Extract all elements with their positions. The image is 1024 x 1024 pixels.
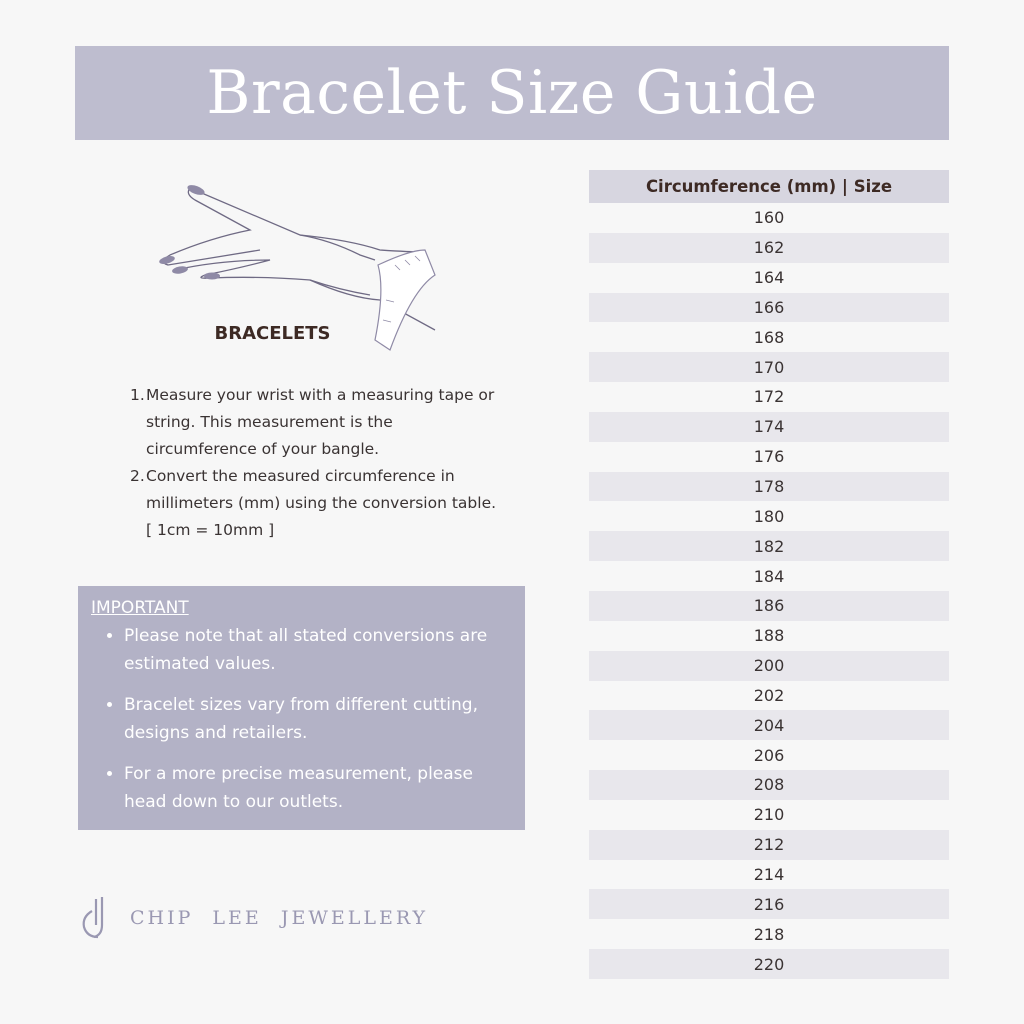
table-row: 164	[753, 268, 785, 288]
size-table: Circumference (mm) | Size 160 162 164 166 16…	[589, 170, 949, 979]
measuring-tape	[374, 249, 436, 351]
table-row: 200	[589, 650, 949, 681]
table-row: 184	[753, 566, 785, 586]
title-banner: Bracelet Size Guide	[75, 46, 949, 140]
important-notice-box: IMPORTANT Please note that all stated co…	[78, 586, 525, 830]
table-row: 174	[589, 411, 949, 442]
table-row: 188	[753, 626, 785, 646]
table-row: 204	[589, 710, 949, 741]
instruction-steps: 1. Measure your wrist with a measuring ta…	[130, 382, 500, 544]
table-row: 210	[753, 805, 785, 825]
table-row: 206	[753, 745, 785, 765]
table-row: 172	[753, 387, 785, 407]
table-row: 214	[753, 864, 785, 884]
step-number: 2.	[130, 467, 145, 485]
important-title: IMPORTANT	[91, 598, 189, 618]
hand-measuring-illustration	[159, 185, 436, 351]
table-row: 220	[589, 949, 949, 979]
table-row: 176	[753, 447, 785, 467]
notice-item: Please note that all stated conversions …	[124, 622, 513, 678]
table-row: 202	[753, 685, 785, 705]
table-row: 162	[589, 232, 949, 263]
table-row: 182	[589, 531, 949, 562]
step-text: Convert the measured circumference in mi…	[146, 467, 497, 539]
step-number: 1.	[130, 386, 145, 404]
notice-item: Bracelet sizes vary from different cutti…	[124, 691, 513, 747]
table-row: 180	[753, 506, 785, 526]
table-row: 218	[753, 924, 785, 944]
illustration-label: BRACELETS	[214, 323, 331, 344]
table-row: 212	[589, 829, 949, 860]
table-row: 168	[753, 327, 785, 347]
page-title: Bracelet Size Guide	[206, 58, 818, 128]
table-row: 216	[589, 889, 949, 920]
table-row: 208	[589, 770, 949, 800]
notice-item: For a more precise measurement, please h…	[124, 760, 513, 816]
brand-name: CHIP LEE JEWELLERY	[130, 907, 429, 929]
logo-monogram-icon	[82, 897, 104, 939]
table-row: 178	[589, 471, 949, 502]
brand-logo: CHIP LEE JEWELLERY	[80, 895, 428, 941]
step-item: 1. Measure your wrist with a measuring ta…	[130, 382, 500, 463]
table-header: Circumference (mm) | Size	[589, 170, 949, 203]
table-row: 160	[753, 208, 785, 228]
step-item: 2. Convert the measured circumference in …	[130, 463, 500, 544]
table-row: 186	[589, 590, 949, 621]
table-row: 166	[589, 292, 949, 323]
table-row: 170	[589, 352, 949, 383]
step-text: Measure your wrist with a measuring tape…	[146, 386, 495, 458]
